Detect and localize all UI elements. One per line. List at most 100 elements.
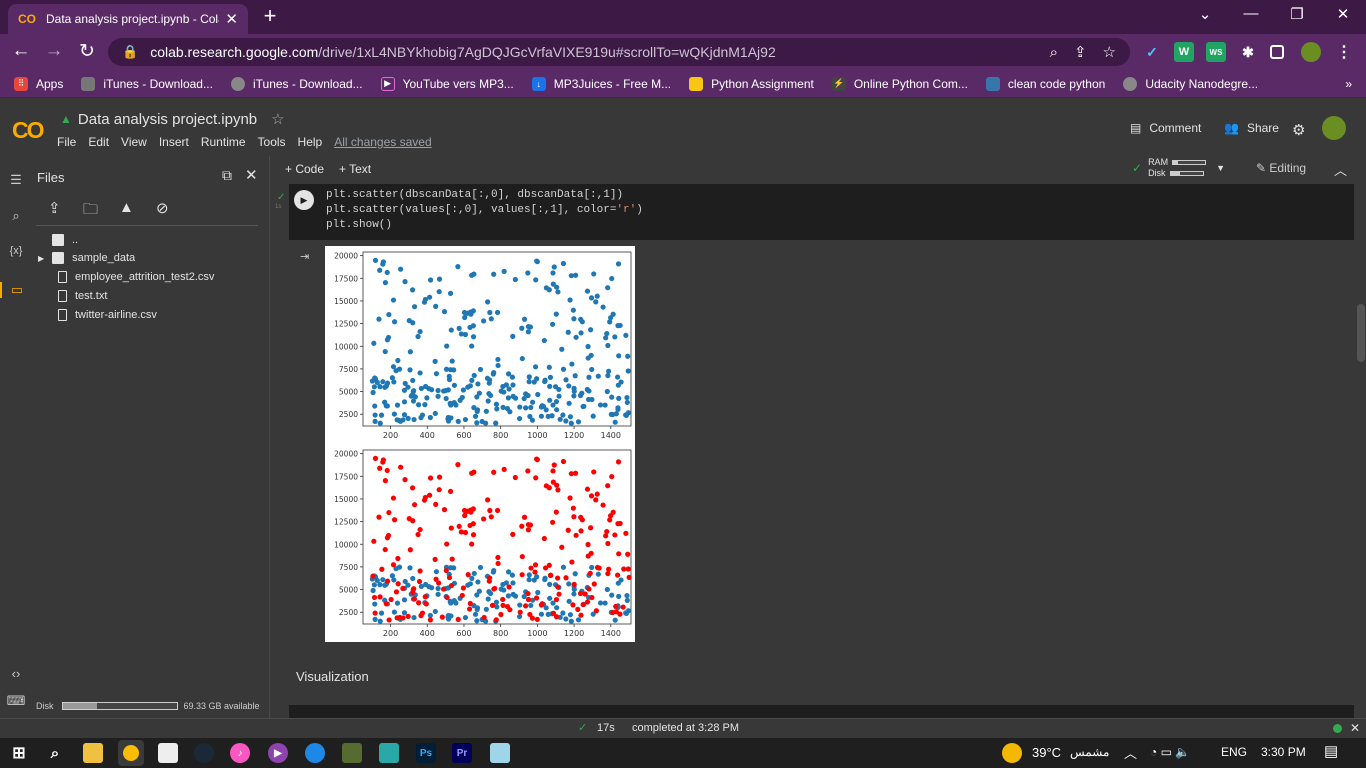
browser-tab[interactable]: CO Data analysis project.ipynb - Cola ✕	[8, 4, 248, 34]
tray-icons[interactable]: ◔ ▭ 🔈	[1150, 745, 1191, 759]
extension-check-icon[interactable]: ✓	[1146, 43, 1158, 60]
bookmark-itunes-2[interactable]: iTunes - Download...	[230, 76, 363, 91]
close-status-icon[interactable]: ✕	[1350, 721, 1361, 735]
bookmark-itunes-1[interactable]: iTunes - Download...	[81, 76, 213, 91]
side-panel-icon[interactable]	[1270, 45, 1284, 59]
file-item-parent[interactable]: ..	[52, 234, 78, 246]
forward-button[interactable]: →	[44, 40, 64, 61]
bookmark-udacity[interactable]: Udacity Nanodegre...	[1123, 76, 1258, 91]
edge-icon[interactable]	[305, 743, 325, 763]
steam-icon[interactable]	[194, 743, 214, 763]
notifications-icon[interactable]: ▤	[1324, 743, 1339, 760]
back-button[interactable]: ←	[11, 40, 31, 61]
resources-dropdown-icon[interactable]: ▼	[1216, 163, 1225, 173]
add-text-button[interactable]: + Text	[339, 162, 372, 176]
settings-gear-icon[interactable]: ⚙	[1292, 122, 1306, 139]
data-point-red	[527, 522, 534, 528]
notebook-title[interactable]: ▲ Data analysis project.ipynb ☆	[60, 110, 285, 129]
more-bookmarks-icon[interactable]: »	[1345, 76, 1352, 91]
open-in-tab-icon[interactable]: ⧉	[222, 167, 232, 183]
table-of-contents-icon[interactable]: ☰	[10, 172, 22, 187]
extension-w-icon[interactable]: W	[1174, 42, 1194, 62]
bookmark-python-assignment[interactable]: Python Assignment	[689, 76, 814, 91]
refresh-folder-icon[interactable]: 🗀	[83, 201, 99, 218]
variables-icon[interactable]: {x}	[9, 245, 23, 257]
new-tab-button[interactable]: +	[263, 3, 277, 28]
bookmark-star-icon[interactable]: ☆	[1102, 44, 1116, 61]
search-taskbar-icon[interactable]: ⌕	[50, 744, 60, 762]
mount-drive-icon[interactable]: ▲	[119, 199, 134, 216]
media-player-icon[interactable]: ▶	[268, 743, 288, 763]
code-line-3: plt.show()	[326, 219, 393, 231]
menu-edit[interactable]: Edit	[88, 135, 110, 149]
photoshop-icon[interactable]: Ps	[416, 743, 436, 763]
notepad-icon[interactable]	[158, 743, 178, 763]
app-icon[interactable]	[342, 743, 362, 763]
expand-arrow-icon[interactable]: ▶	[38, 253, 45, 263]
upload-icon[interactable]: ⇪	[48, 200, 61, 217]
run-cell-button[interactable]: ▶	[294, 190, 314, 210]
menu-runtime[interactable]: Runtime	[200, 135, 246, 149]
editing-mode-button[interactable]: ✎ Editing	[1256, 161, 1307, 175]
omnibox[interactable]: 🔒 colab.research.google.com/drive/1xL4NB…	[108, 38, 1130, 66]
menu-tools[interactable]: Tools	[257, 135, 286, 149]
data-point-red	[433, 576, 439, 582]
bookmark-online-python[interactable]: ⚡ Online Python Com...	[831, 76, 968, 91]
search-icon[interactable]: ⌕	[12, 208, 20, 223]
menu-view[interactable]: View	[121, 135, 147, 149]
close-window-button[interactable]: ✕	[1336, 6, 1350, 23]
save-status[interactable]: All changes saved	[334, 135, 432, 149]
profile-avatar[interactable]	[1301, 42, 1321, 62]
data-point-red	[555, 584, 561, 590]
extension-ws-icon[interactable]: WS	[1206, 42, 1226, 62]
files-folder-icon[interactable]: ▭	[0, 282, 32, 298]
tab-search-icon[interactable]: ⌄	[1198, 6, 1212, 23]
close-sidebar-icon[interactable]: ✕	[245, 167, 258, 184]
weather-temp[interactable]: 39°C	[1032, 745, 1062, 760]
colab-logo[interactable]: CO	[12, 117, 44, 143]
clock[interactable]: 3:30 PM	[1261, 745, 1306, 759]
next-code-cell[interactable]	[289, 705, 1354, 719]
output-actions-icon[interactable]: ⇥	[300, 251, 310, 263]
tray-chevron-icon[interactable]: ︿	[1124, 746, 1138, 761]
windows-start-icon[interactable]: ⊞	[12, 745, 26, 762]
file-item-sample-data[interactable]: ▶ sample_data	[38, 252, 136, 264]
command-palette-icon[interactable]: ⌨	[6, 693, 26, 708]
notepad-app-icon[interactable]	[490, 743, 510, 763]
collapse-header-icon[interactable]: ︿	[1334, 163, 1348, 178]
menu-help[interactable]: Help	[297, 135, 323, 149]
share-page-icon[interactable]: ⇪	[1073, 44, 1087, 61]
file-item-twitter-csv[interactable]: twitter-airline.csv	[58, 309, 157, 321]
menu-insert[interactable]: Insert	[158, 135, 189, 149]
reload-button[interactable]: ↻	[79, 41, 95, 62]
bookmark-apps[interactable]: ⠿ Apps	[14, 76, 63, 91]
bookmark-clean-code[interactable]: clean code python	[985, 76, 1105, 91]
zoom-icon[interactable]: ⌕	[1049, 43, 1058, 61]
itunes-icon[interactable]: ♪	[230, 743, 250, 763]
share-button[interactable]: 👥 Share	[1224, 121, 1279, 135]
resources-indicator[interactable]: ✓ RAM Disk ▼	[1132, 157, 1225, 178]
code-snippets-icon[interactable]: ‹›	[11, 666, 21, 681]
snip-icon[interactable]	[379, 743, 399, 763]
file-item-employee-csv[interactable]: employee_attrition_test2.csv	[58, 271, 214, 283]
minimize-button[interactable]: —	[1243, 5, 1259, 22]
restore-button[interactable]: ❐	[1290, 6, 1304, 23]
language-indicator[interactable]: ENG	[1221, 745, 1248, 759]
close-tab-icon[interactable]: ✕	[225, 11, 238, 28]
extensions-puzzle-icon[interactable]: ✱	[1242, 43, 1254, 60]
add-code-button[interactable]: + Code	[285, 162, 325, 176]
bookmark-youtube-mp3[interactable]: ▶ YouTube vers MP3...	[380, 76, 514, 91]
hide-files-icon[interactable]: ⊘	[156, 200, 169, 217]
menu-file[interactable]: File	[57, 135, 77, 149]
account-avatar[interactable]	[1322, 116, 1346, 140]
scrollbar[interactable]	[1357, 304, 1365, 362]
star-icon[interactable]: ☆	[271, 111, 285, 128]
code-cell[interactable]: plt.scatter(dbscanData[:,0], dbscanData[…	[289, 184, 1354, 240]
file-explorer-icon[interactable]	[83, 743, 103, 763]
file-item-test-txt[interactable]: test.txt	[58, 290, 107, 302]
premiere-icon[interactable]: Pr	[452, 743, 472, 763]
comment-button[interactable]: ▤ Comment	[1130, 121, 1202, 135]
chrome-icon[interactable]	[118, 740, 144, 766]
browser-menu-icon[interactable]: ⋮	[1336, 44, 1352, 61]
bookmark-mp3juices[interactable]: ↓ MP3Juices - Free M...	[531, 76, 671, 91]
